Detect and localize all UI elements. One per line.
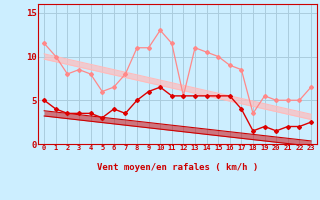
X-axis label: Vent moyen/en rafales ( km/h ): Vent moyen/en rafales ( km/h ) [97,162,258,171]
